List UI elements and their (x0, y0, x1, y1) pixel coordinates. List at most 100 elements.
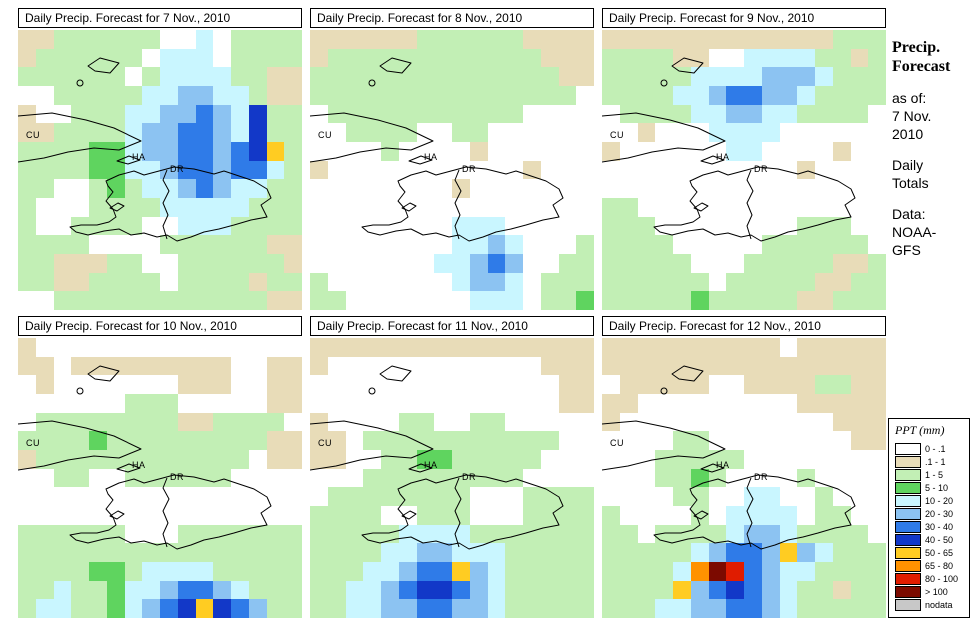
precip-cell (868, 561, 886, 581)
precip-cell (18, 179, 36, 198)
precip-cell (744, 561, 762, 581)
precip-cell (637, 272, 656, 292)
label-dominican-republic: DR (170, 472, 184, 482)
precip-cell (761, 235, 780, 254)
precip-cell (779, 431, 798, 450)
precip-cell (284, 67, 302, 86)
precip-cell (487, 431, 506, 450)
precip-cell (850, 104, 869, 124)
precip-cell (106, 449, 125, 469)
precip-cell (177, 487, 196, 506)
precip-map: CU HA DR (602, 338, 886, 618)
precip-cell (576, 291, 594, 310)
precip-cell (398, 30, 417, 49)
precip-cell (673, 48, 691, 68)
panel-title-text: Daily Precip. Forecast for 11 Nov., 2010 (317, 319, 528, 333)
legend-entry: 5 - 10 (895, 481, 966, 494)
precip-cell (345, 580, 364, 600)
precip-cell (195, 197, 214, 217)
precip-cell (868, 67, 886, 86)
precip-cell (655, 30, 673, 49)
precip-cell (310, 412, 328, 432)
precip-cell (576, 48, 594, 68)
precip-cell (35, 412, 54, 432)
precip-cell (53, 375, 72, 394)
precip-cell (398, 543, 417, 562)
precip-cell (540, 487, 559, 506)
precip-cell (381, 524, 399, 544)
precip-cell (18, 235, 36, 254)
precip-cell (487, 197, 506, 217)
precip-cell (416, 524, 435, 544)
precip-cell (89, 179, 107, 198)
precip-cell (505, 179, 523, 198)
precip-cell (363, 580, 381, 600)
precip-cell (381, 141, 399, 161)
precip-cell (310, 393, 328, 413)
precip-cell (160, 123, 178, 142)
precip-cell (266, 505, 285, 525)
precip-cell (505, 104, 523, 124)
precip-cell (213, 468, 231, 488)
precip-cell (53, 160, 72, 180)
precip-cell (850, 30, 869, 49)
precip-cell (797, 524, 815, 544)
precip-cell (345, 272, 364, 292)
precip-cell (523, 30, 541, 49)
precip-cell (744, 123, 762, 142)
precip-cell (327, 449, 346, 469)
precip-cell (779, 375, 798, 394)
precip-cell (327, 104, 346, 124)
precip-cell (673, 30, 691, 49)
precip-cell (363, 30, 381, 49)
precip-cell (744, 197, 762, 217)
precip-cell (195, 412, 214, 432)
precip-cell (345, 48, 364, 68)
precip-cell (266, 30, 285, 49)
precip-cell (619, 543, 638, 562)
precip-cell (868, 235, 886, 254)
precip-cell (505, 338, 523, 357)
precip-cell (231, 197, 249, 217)
precip-cell (797, 375, 815, 394)
precip-cell (761, 67, 780, 86)
precip-cell (106, 468, 125, 488)
precip-cell (160, 197, 178, 217)
precip-cell (487, 272, 506, 292)
precip-cell (540, 524, 559, 544)
precip-cell (832, 179, 851, 198)
precip-cell (487, 235, 506, 254)
precip-cell (18, 543, 36, 562)
precip-cell (868, 393, 886, 413)
precip-cell (832, 253, 851, 273)
precip-cell (142, 48, 160, 68)
precip-cell (655, 104, 673, 124)
precip-cell (71, 48, 89, 68)
precip-cell (779, 487, 798, 506)
precip-cell (576, 160, 594, 180)
precip-cell (35, 505, 54, 525)
legend-swatch (895, 533, 921, 546)
precip-cell (576, 468, 594, 488)
precip-cell (779, 141, 798, 161)
precip-cell (398, 272, 417, 292)
precip-cell (868, 30, 886, 49)
precip-cell (850, 505, 869, 525)
precip-cell (708, 85, 727, 105)
precip-cell (726, 197, 744, 217)
precip-cell (868, 524, 886, 544)
precip-cell (381, 412, 399, 432)
precip-cell (177, 338, 196, 357)
precip-cell (284, 253, 302, 273)
precip-cell (213, 449, 231, 469)
precip-cell (690, 30, 709, 49)
precip-cell (726, 580, 744, 600)
precip-cell (177, 356, 196, 376)
totals-line2: Totals (892, 175, 929, 191)
precip-cell (815, 104, 833, 124)
precip-cell (540, 179, 559, 198)
precip-cell (89, 338, 107, 357)
precip-cell (231, 291, 249, 310)
precip-cell (35, 524, 54, 544)
precip-cell (71, 160, 89, 180)
